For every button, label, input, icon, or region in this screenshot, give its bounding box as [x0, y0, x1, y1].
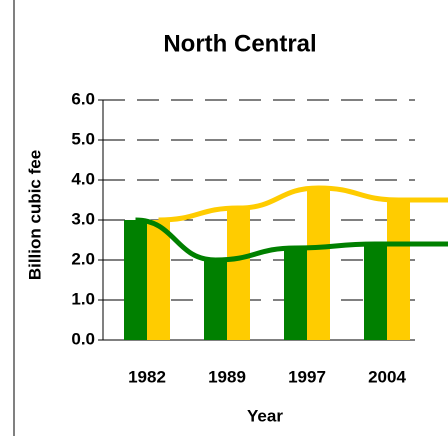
bar	[124, 220, 147, 340]
x-axis-label: Year	[247, 406, 283, 425]
bar	[227, 208, 250, 340]
y-axis-label: Billion cubic fee	[25, 150, 44, 280]
y-tick-label: 2.0	[71, 249, 95, 268]
y-tick-label: 6.0	[71, 89, 95, 108]
trend-line	[135, 217, 448, 263]
x-tick-label: 2004	[368, 367, 406, 386]
y-tick-label: 4.0	[71, 169, 95, 188]
bar	[307, 188, 330, 340]
bar	[284, 248, 307, 340]
x-tick-label: 1982	[128, 367, 166, 386]
y-tick-label: 5.0	[71, 129, 95, 148]
chart-title: North Central	[163, 30, 316, 57]
y-tick-label: 3.0	[71, 209, 95, 228]
x-tick-label: 1989	[208, 367, 246, 386]
bar	[364, 244, 387, 340]
bar	[387, 200, 410, 340]
y-tick-label: 0.0	[71, 329, 95, 348]
y-tick-label: 1.0	[71, 289, 95, 308]
trend-line	[158, 185, 448, 223]
x-tick-label: 1997	[288, 367, 326, 386]
bar	[147, 220, 170, 340]
bar	[204, 260, 227, 340]
